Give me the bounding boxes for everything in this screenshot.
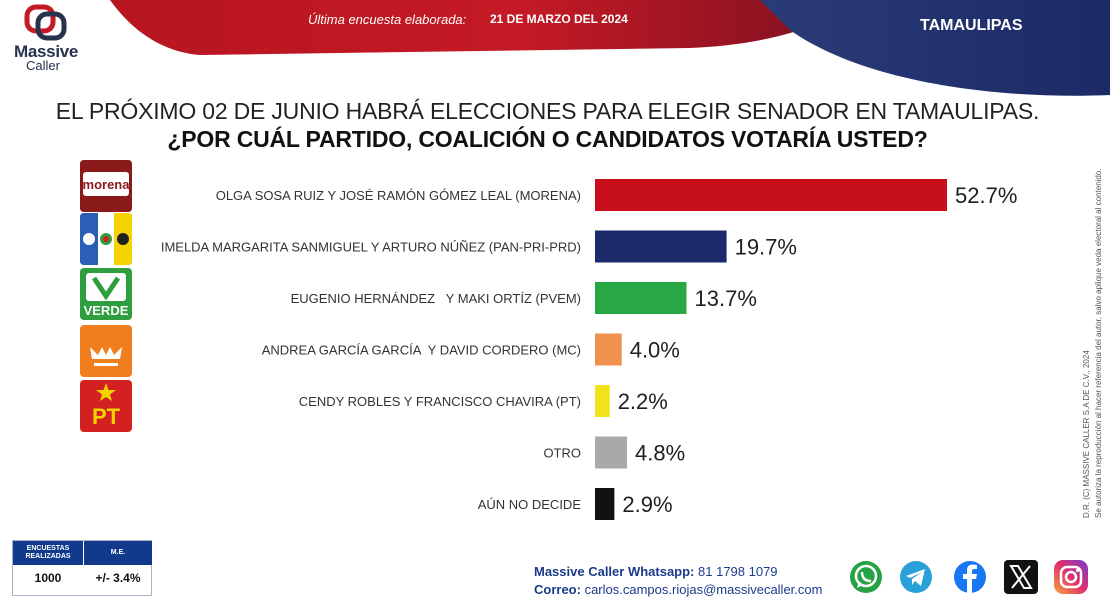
verde-logo-text: VERDE [84,303,129,318]
pan-pri-prd-logo [80,213,132,265]
category-label-2: EUGENIO HERNÁNDEZ Y MAKI ORTÍZ (PVEM) [291,291,581,306]
category-label-5: OTRO [543,446,581,461]
copyright-line-2: Se autoriza la reproducción al hacer ref… [1094,168,1103,518]
category-label-0: OLGA SOSA RUIZ Y JOSÉ RAMÓN GÓMEZ LEAL (… [216,188,581,203]
header-band [110,0,1110,96]
copyright-note: D.R. (C) MASSIVE CALLER S.A DE C.V., 202… [1062,118,1103,518]
surveys-value: 1000 [34,571,62,585]
surveys-header: ENCUESTAS REALIZADAS [13,541,83,565]
pt-logo-text: PT [92,404,121,429]
instagram-icon[interactable] [1053,559,1089,595]
morena-logo-text: morena [83,177,131,192]
whatsapp-number[interactable]: 81 1798 1079 [698,564,778,579]
value-label-2: 13.7% [695,286,757,311]
category-label-6: AÚN NO DECIDE [478,497,582,512]
morena-logo: morena [80,160,132,212]
category-label-4: CENDY ROBLES Y FRANCISCO CHAVIRA (PT) [299,394,581,409]
value-label-0: 52.7% [955,183,1017,208]
email-label: Correo: [534,582,581,597]
telegram-icon[interactable] [898,559,934,595]
contact-email: Correo: carlos.campos.riojas@massivecall… [534,582,822,597]
category-label-1: IMELDA MARGARITA SANMIGUEL Y ARTURO NÚÑE… [161,240,581,255]
vote-intention-bar-chart: OLGA SOSA RUIZ Y JOSÉ RAMÓN GÓMEZ LEAL (… [161,179,1017,520]
x-icon[interactable] [1003,559,1039,595]
value-label-4: 2.2% [618,389,668,414]
whatsapp-icon[interactable] [848,559,884,595]
brand-name: Massive [14,42,79,61]
value-label-1: 19.7% [735,235,797,260]
whatsapp-label: Massive Caller Whatsapp: [534,564,695,579]
value-label-6: 2.9% [622,492,672,517]
pt-logo: PT [80,380,132,432]
value-label-5: 4.8% [635,441,685,466]
facebook-icon[interactable] [952,559,988,595]
category-label-3: ANDREA GARCÍA GARCÍA Y DAVID CORDERO (MC… [262,343,581,358]
bar-5 [595,436,628,469]
survey-date: 21 DE MARZO DEL 2024 [490,12,628,26]
question-line-2: ¿POR CUÁL PARTIDO, COALICIÓN O CANDIDATO… [167,126,928,152]
bar-3 [595,333,622,366]
survey-stats-table: ENCUESTAS REALIZADAS M.E. 1000 +/- 3.4% [12,540,152,596]
bar-0 [595,179,947,211]
movimiento-ciudadano-logo [80,325,132,377]
contact-whatsapp: Massive Caller Whatsapp: 81 1798 1079 [534,564,778,579]
bar-1 [595,230,727,263]
margin-error-header: M.E. [84,541,152,565]
email-address[interactable]: carlos.campos.riojas@massivecaller.com [584,582,823,597]
massive-caller-logo [24,4,67,41]
copyright-line-1: D.R. (C) MASSIVE CALLER S.A DE C.V., 202… [1082,350,1091,518]
margin-error-value: +/- 3.4% [95,571,141,585]
value-label-3: 4.0% [630,338,680,363]
bar-2 [595,282,687,314]
bar-6 [595,488,615,520]
question-line-1: EL PRÓXIMO 02 DE JUNIO HABRÁ ELECCIONES … [55,98,1040,124]
survey-label: Última encuesta elaborada: [308,12,467,27]
verde-logo: VERDE [80,268,132,320]
bar-4 [595,385,610,417]
state-label: TAMAULIPAS [920,17,1023,34]
brand-name-sub: Caller [26,58,60,73]
